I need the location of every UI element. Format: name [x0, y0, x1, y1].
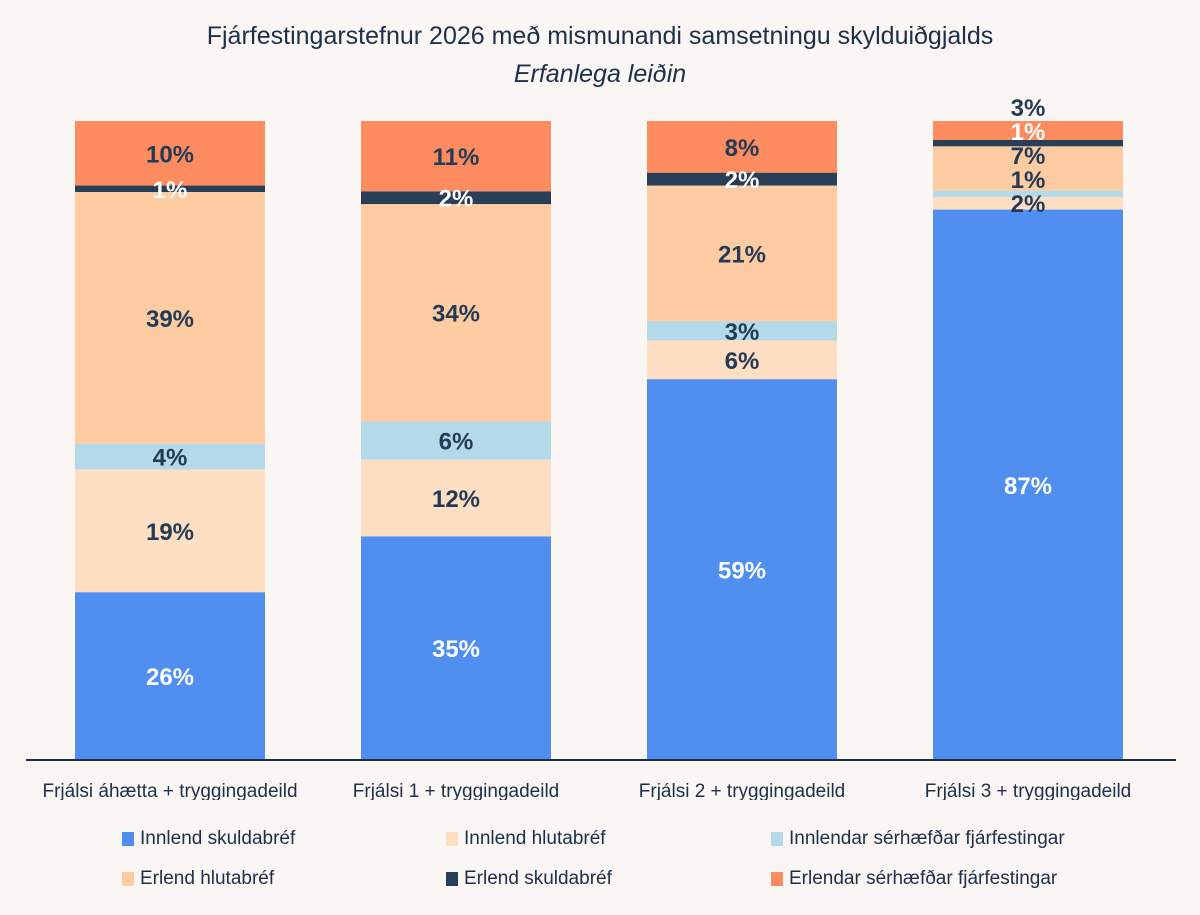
legend-item: Erlend hlutabréf [122, 868, 274, 890]
bar-segment [361, 121, 551, 192]
legend-item: Innlendar sérhæfðar fjárfestingar [771, 828, 1065, 850]
data-label: 8% [725, 135, 760, 162]
bar-segment [361, 204, 551, 422]
bar-segment [933, 196, 1123, 210]
legend: Innlend skuldabréf Innlend hlutabréf Innle… [0, 820, 1200, 910]
legend-item: Innlend hlutabréf [446, 828, 606, 850]
chart-subtitle: Erfanlega leiðin [513, 60, 687, 88]
segment-labels-layer: 26%19%4%39%1%10%35%12%6%34%2%11%59%6%3%2… [146, 95, 1052, 691]
legend-label: Erlend skuldabréf [464, 868, 612, 889]
bar-segment [647, 121, 837, 173]
data-label: 35% [432, 636, 480, 663]
data-label: 87% [1004, 473, 1052, 500]
data-label: 1% [1011, 119, 1046, 146]
data-label: 6% [439, 429, 474, 456]
data-label: 26% [146, 664, 194, 691]
data-label: 10% [146, 141, 194, 168]
bar-segment [75, 192, 265, 444]
bar-segment [647, 321, 837, 341]
category-label: Frjálsi 3 + tryggingadeild [925, 781, 1131, 800]
data-label: 21% [718, 241, 766, 268]
legend-label: Innlend skuldabréf [140, 828, 296, 849]
data-label: 11% [433, 144, 480, 171]
data-label: 19% [146, 519, 194, 546]
data-label: 1% [1011, 167, 1046, 194]
legend-swatch [446, 872, 458, 886]
stacked-bar-chart: 26%19%4%39%1%10%35%12%6%34%2%11%59%6%3%2… [26, 95, 1176, 800]
legend-swatch [122, 872, 134, 886]
bar-segment [647, 172, 837, 186]
legend-swatch [446, 832, 458, 846]
legend-label: Erlend hlutabréf [140, 868, 275, 889]
bar-segment [75, 592, 265, 760]
bar-segment [75, 443, 265, 470]
legend-swatch [122, 832, 134, 846]
bar-segment [933, 139, 1123, 147]
legend-swatch [771, 872, 783, 886]
legend-label: Innlend hlutabréf [464, 828, 606, 849]
data-label: 34% [432, 301, 480, 328]
bar-segment [933, 121, 1123, 140]
bar-segment [647, 340, 837, 380]
bar-segment [647, 185, 837, 322]
legend-label: Erlendar sérhæfðar fjárfestingar [789, 868, 1058, 889]
legend-swatch [771, 832, 783, 846]
bars-layer [75, 121, 1123, 760]
category-label: Frjálsi 2 + tryggingadeild [639, 781, 845, 800]
legend-item: Erlendar sérhæfðar fjárfestingar [771, 868, 1057, 890]
data-label: 2% [725, 167, 760, 194]
bar-segment [361, 421, 551, 460]
bar-segment [361, 459, 551, 537]
data-label: 6% [725, 348, 760, 375]
data-label: 7% [1011, 143, 1046, 170]
bar-segment [933, 190, 1123, 197]
legend-item: Erlend skuldabréf [446, 868, 612, 890]
data-label: 2% [1011, 191, 1046, 218]
data-label: 2% [439, 186, 474, 213]
bar-segment [647, 379, 837, 760]
data-label: 12% [432, 486, 480, 513]
category-label: Frjálsi 1 + tryggingadeild [353, 781, 559, 800]
bar-segment [933, 146, 1123, 191]
legend-item: Innlend skuldabréf [122, 828, 295, 850]
bar-segment [75, 469, 265, 593]
chart-title: Fjárfestingarstefnur 2026 með mismunandi… [206, 22, 994, 50]
data-label: 59% [718, 558, 766, 585]
data-label: 4% [153, 445, 188, 472]
category-labels-layer: Frjálsi áhætta + tryggingadeild Frjálsi 1… [42, 781, 1131, 800]
data-label: 3% [1011, 95, 1046, 122]
category-label: Frjálsi áhætta + tryggingadeild [42, 781, 297, 800]
bar-segment [361, 191, 551, 205]
data-label: 3% [725, 319, 760, 346]
data-label: 1% [153, 177, 188, 204]
data-label: 39% [146, 306, 194, 333]
bar-segment [933, 209, 1123, 760]
legend-label: Innlendar sérhæfðar fjárfestingar [789, 828, 1065, 849]
bar-segment [75, 185, 265, 192]
bar-segment [75, 121, 265, 186]
bar-segment [361, 536, 551, 760]
